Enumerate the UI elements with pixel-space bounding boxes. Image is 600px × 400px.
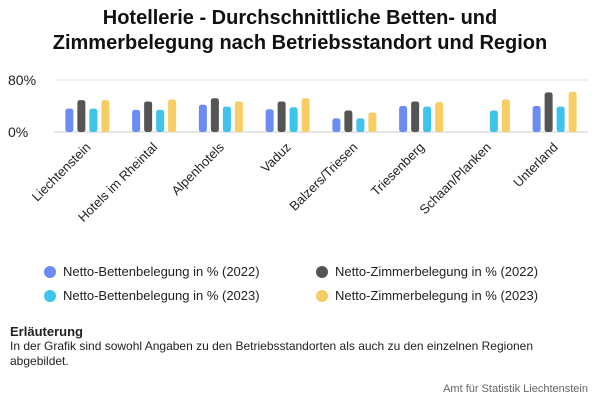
bar — [344, 110, 353, 132]
legend-marker — [44, 265, 56, 278]
bar — [368, 112, 377, 132]
bar — [89, 108, 98, 132]
bar — [332, 118, 341, 132]
bar — [544, 92, 553, 132]
y-tick-label: 80% — [8, 72, 36, 88]
bar — [198, 104, 207, 132]
bar — [65, 108, 74, 132]
bar — [210, 98, 219, 132]
bar — [435, 102, 444, 132]
bar — [356, 118, 365, 132]
legend-label: Netto-Bettenbelegung in % (2022) — [63, 264, 260, 279]
source-credit: Amt für Statistik Liechtenstein — [443, 383, 588, 395]
x-tick-label: Balzers/Triesen — [286, 140, 360, 214]
bar — [168, 99, 177, 132]
x-tick-label: Alpenhotels — [168, 139, 227, 198]
legend-marker — [316, 265, 328, 278]
legend-item: Netto-Zimmerbelegung in % (2023) — [316, 288, 538, 303]
explanation-note: Erläuterung In der Grafik sind sowohl An… — [10, 324, 590, 369]
note-text: In der Grafik sind sowohl Angaben zu den… — [10, 339, 534, 368]
x-tick-label: Unterland — [510, 140, 560, 190]
bar — [234, 101, 243, 132]
bar — [289, 107, 298, 132]
bar — [556, 106, 565, 132]
x-tick-label: Triesenberg — [368, 140, 427, 199]
x-tick-label: Vaduz — [258, 140, 294, 176]
legend-label: Netto-Bettenbelegung in % (2023) — [63, 288, 260, 303]
x-tick-label: Schaan/Planken — [416, 140, 494, 218]
bar — [501, 99, 510, 132]
bar — [222, 106, 231, 132]
bar — [399, 106, 408, 132]
bar — [132, 109, 141, 132]
legend-label: Netto-Zimmerbelegung in % (2022) — [335, 264, 539, 279]
bar — [77, 100, 86, 132]
bar — [144, 101, 153, 132]
bar — [156, 109, 165, 132]
chart-title-line-2: Zimmerbelegung nach Betriebsstandort und… — [52, 32, 548, 54]
bar — [568, 91, 577, 132]
bar — [265, 109, 274, 132]
bar — [411, 101, 420, 132]
y-tick-label: 0% — [8, 124, 28, 140]
legend-item: Netto-Bettenbelegung in % (2022) — [44, 264, 260, 279]
chart-title-line-1: Hotellerie - Durchschnittliche Betten- u… — [102, 7, 498, 29]
bar — [301, 98, 310, 132]
note-heading: Erläuterung — [10, 324, 83, 339]
bar — [489, 110, 498, 132]
legend-item: Netto-Bettenbelegung in % (2023) — [44, 288, 260, 303]
bar — [101, 100, 110, 132]
chart-title: Hotellerie - Durchschnittliche Betten- u… — [0, 6, 600, 56]
bar — [277, 101, 286, 132]
legend-label: Netto-Zimmerbelegung in % (2023) — [335, 288, 539, 303]
bar — [423, 106, 432, 132]
legend-marker — [316, 289, 328, 302]
legend-marker — [44, 289, 56, 302]
legend-item: Netto-Zimmerbelegung in % (2022) — [316, 264, 538, 279]
x-tick-label: Liechtenstein — [29, 140, 94, 205]
bar — [532, 106, 541, 132]
